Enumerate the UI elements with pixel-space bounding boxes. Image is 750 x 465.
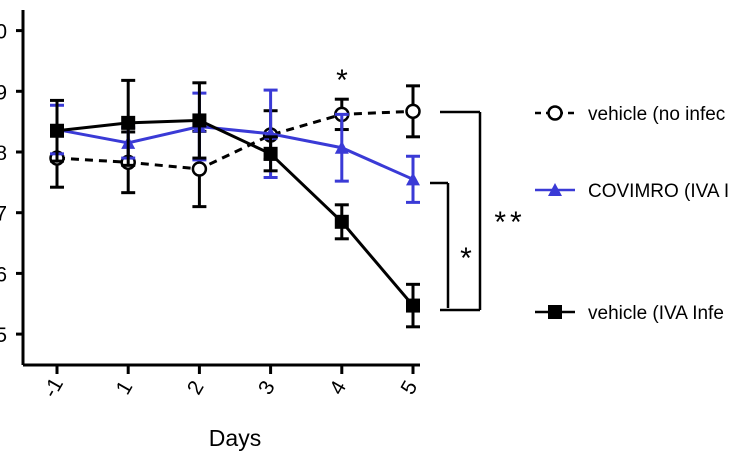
data-point <box>192 113 207 128</box>
data-point <box>191 161 208 177</box>
significance-annotations: * * ** <box>336 64 525 312</box>
series-line <box>56 118 415 307</box>
triangle-marker-icon <box>548 183 562 196</box>
double-star-annotation-outer-bracket: ** <box>494 206 525 239</box>
x-tick-label: 4 <box>325 377 351 399</box>
series-layer <box>49 78 421 329</box>
y-tick-label: 0 <box>0 21 7 44</box>
data-point <box>263 146 278 161</box>
series-line <box>56 124 414 181</box>
bracket-inner <box>430 181 450 308</box>
series-1 <box>50 88 420 204</box>
data-point <box>405 103 421 120</box>
legend-label-covimro: COVIMRO (IVA I <box>588 181 729 202</box>
x-tick-label: -1 <box>39 374 68 402</box>
star-annotation-inner-bracket: * <box>460 242 472 275</box>
y-tick-label: 5 <box>0 324 7 347</box>
open-circle-marker-icon <box>547 105 563 121</box>
x-ticks: -1 1 2 3 4 5 <box>39 365 422 402</box>
data-point <box>50 123 64 138</box>
x-tick-label: 1 <box>112 377 138 399</box>
y-tick-label: 9 <box>0 81 7 104</box>
legend: vehicle (no infec COVIMRO (IVA I vehicle… <box>535 104 729 324</box>
y-tick-label: 6 <box>0 263 7 286</box>
bracket-outer <box>440 110 482 312</box>
square-marker-icon <box>548 305 562 319</box>
y-tick-label: 8 <box>0 142 7 165</box>
x-axis-label: Days <box>209 425 261 451</box>
x-tick-label: 5 <box>396 377 422 399</box>
axes <box>21 10 420 367</box>
legend-label-vehicle-no-infection: vehicle (no infec <box>588 104 725 125</box>
series-0 <box>49 84 421 209</box>
legend-item-vehicle-no-infection: vehicle (no infec <box>535 104 725 125</box>
x-tick-label: 2 <box>183 377 209 399</box>
y-tick-label: 7 <box>0 203 7 226</box>
data-point <box>406 298 420 313</box>
legend-item-vehicle-iva-infection: vehicle (IVA Infe <box>535 303 724 324</box>
star-annotation-day4: * <box>336 64 348 97</box>
data-point <box>121 115 136 130</box>
legend-item-covimro: COVIMRO (IVA I <box>535 181 729 202</box>
data-point <box>406 172 420 186</box>
data-point <box>334 214 349 229</box>
legend-label-vehicle-iva-infection: vehicle (IVA Infe <box>588 303 724 324</box>
data-point <box>334 140 349 154</box>
x-tick-label: 3 <box>254 377 280 399</box>
y-ticks: 5 6 7 8 9 0 <box>0 21 23 347</box>
series-2 <box>50 78 420 329</box>
series-line <box>56 109 414 171</box>
